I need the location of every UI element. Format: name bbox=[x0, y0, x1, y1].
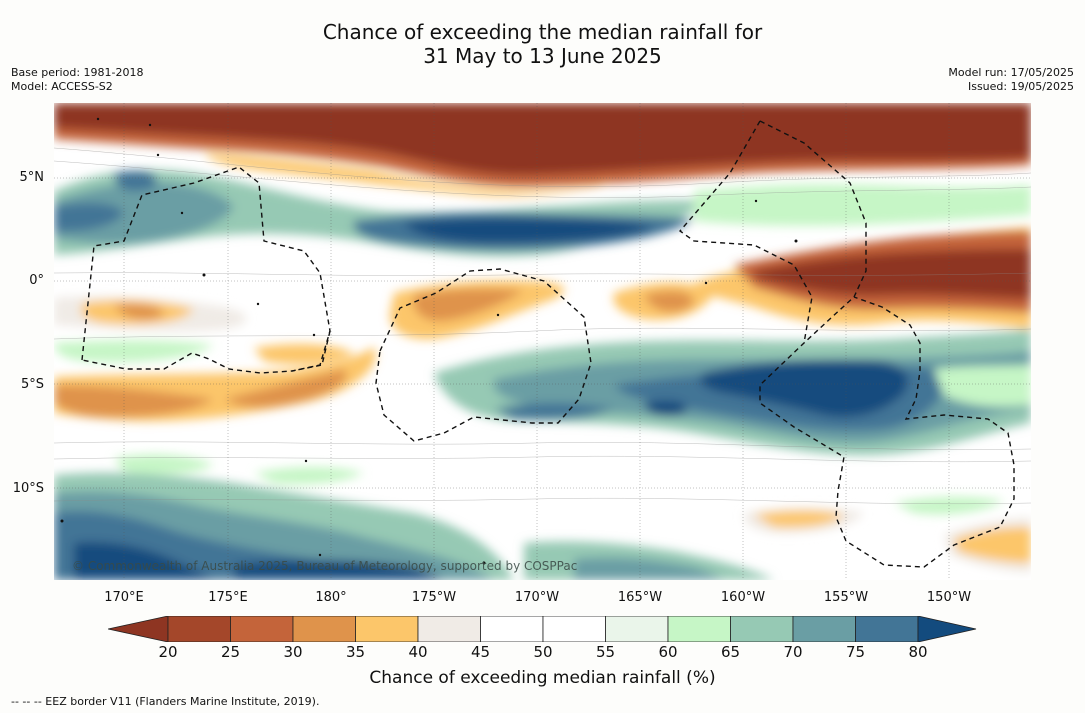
meta-right: Model run: 17/05/2025 Issued: 19/05/2025 bbox=[948, 66, 1074, 94]
colorbar-title: Chance of exceeding median rainfall (%) bbox=[369, 668, 716, 688]
lat-label: 0° bbox=[29, 273, 44, 288]
contour-lines bbox=[54, 147, 1031, 505]
colorbar-bins bbox=[167, 616, 919, 642]
lon-label: 160°W bbox=[720, 590, 766, 605]
colorbar-bin bbox=[292, 616, 356, 642]
colorbar-low-arrow bbox=[108, 616, 169, 642]
graticule bbox=[54, 103, 1031, 580]
lon-label: 175°W bbox=[411, 590, 457, 605]
issued-date: Issued: 19/05/2025 bbox=[967, 80, 1074, 93]
colorbar-bin bbox=[605, 616, 669, 642]
lon-label: 165°W bbox=[617, 590, 663, 605]
colorbar-tick-label: 60 bbox=[658, 643, 678, 661]
colorbar bbox=[108, 616, 977, 642]
model-name: Model: ACCESS-S2 bbox=[11, 80, 113, 93]
colorbar-high-arrow bbox=[917, 616, 977, 642]
lat-label: 5°S bbox=[20, 377, 44, 392]
model-run: Model run: 17/05/2025 bbox=[948, 66, 1074, 79]
islands bbox=[60, 117, 798, 565]
rainfall-map bbox=[54, 103, 1031, 580]
colorbar-tick-label: 65 bbox=[720, 643, 741, 661]
colorbar-tick-label: 20 bbox=[158, 643, 178, 661]
base-period: Base period: 1981-2018 bbox=[11, 66, 144, 79]
map-title: Chance of exceeding the median rainfall … bbox=[0, 20, 1085, 68]
lon-label: 155°W bbox=[823, 590, 869, 605]
lat-label: 10°S bbox=[12, 481, 44, 496]
colorbar-tick-label: 70 bbox=[783, 643, 803, 661]
eez-footnote: -- -- -- EEZ border V11 (Flanders Marine… bbox=[11, 695, 320, 708]
lon-label: 170°E bbox=[104, 590, 144, 605]
colorbar-tick-label: 80 bbox=[908, 643, 928, 661]
colorbar-bin bbox=[230, 616, 294, 642]
colorbar-tick-label: 55 bbox=[595, 643, 616, 661]
lon-label: 180° bbox=[315, 590, 347, 605]
colorbar-tick-label: 50 bbox=[533, 643, 553, 661]
colorbar-tick-label: 45 bbox=[470, 643, 491, 661]
copyright-notice: © Commonwealth of Australia 2025, Bureau… bbox=[72, 559, 578, 573]
lon-label: 175°E bbox=[208, 590, 248, 605]
lon-label: 170°W bbox=[514, 590, 560, 605]
colorbar-tick-label: 75 bbox=[845, 643, 866, 661]
lon-label: 150°W bbox=[926, 590, 972, 605]
colorbar-bin bbox=[667, 616, 731, 642]
rainfall-field bbox=[54, 103, 1031, 580]
colorbar-bin bbox=[167, 616, 231, 642]
lat-label: 5°N bbox=[19, 170, 45, 185]
eez-borders bbox=[81, 120, 1015, 568]
colorbar-bin bbox=[480, 616, 544, 642]
title-line-1: Chance of exceeding the median rainfall … bbox=[322, 20, 763, 44]
colorbar-tick-label: 25 bbox=[220, 643, 241, 661]
colorbar-bin bbox=[542, 616, 606, 642]
colorbar-bin bbox=[792, 616, 856, 642]
title-line-2: 31 May to 13 June 2025 bbox=[423, 44, 662, 68]
colorbar-bin bbox=[855, 616, 919, 642]
colorbar-bin bbox=[417, 616, 481, 642]
meta-left: Base period: 1981-2018 Model: ACCESS-S2 bbox=[11, 66, 143, 94]
colorbar-bin bbox=[730, 616, 794, 642]
colorbar-tick-label: 30 bbox=[283, 643, 303, 661]
colorbar-tick-label: 40 bbox=[408, 643, 428, 661]
colorbar-bin bbox=[355, 616, 419, 642]
rainfall-map-svg bbox=[54, 103, 1031, 580]
colorbar-tick-label: 35 bbox=[345, 643, 366, 661]
